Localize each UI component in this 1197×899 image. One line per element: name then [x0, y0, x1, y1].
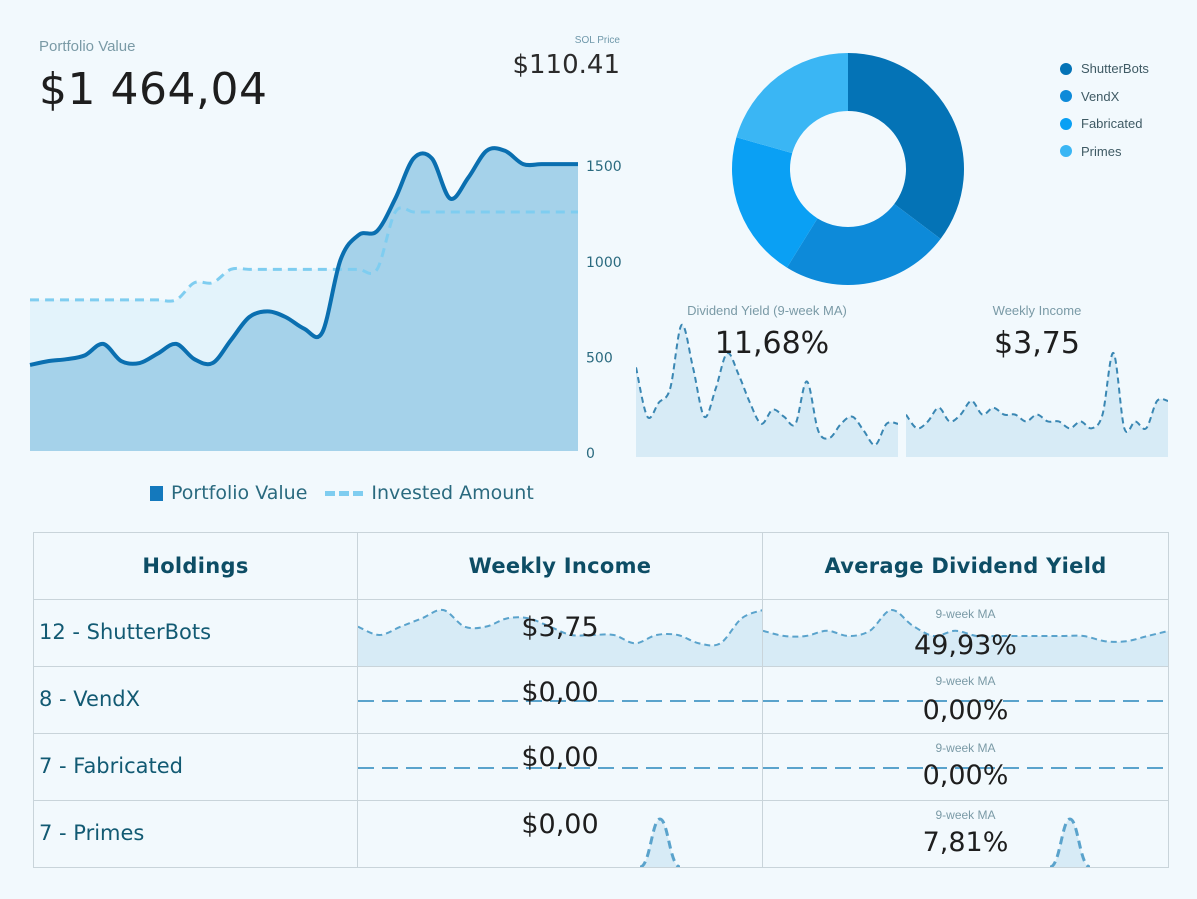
- table-row[interactable]: 7 - Fabricated $0,00 9-week MA 0,00%: [33, 733, 1169, 801]
- sparkline-line: [358, 608, 762, 647]
- holding-cell: 7 - Fabricated: [33, 733, 358, 801]
- yield-sparkline: [763, 700, 1168, 702]
- invested-amount-line: [30, 206, 578, 303]
- holding-cell: 12 - ShutterBots: [33, 599, 358, 667]
- sparkline-area: [1050, 819, 1090, 867]
- holding-name: 7 - Primes: [39, 821, 145, 845]
- sparkline-area: [636, 324, 898, 457]
- weekly-income-sparkline: [906, 351, 1168, 457]
- holding-cell: 8 - VendX: [33, 666, 358, 734]
- yield-value: 7,81%: [922, 827, 1009, 858]
- income-cell: $3,75: [357, 599, 763, 667]
- column-header-dividend-yield: Average Dividend Yield: [762, 532, 1169, 600]
- table-row[interactable]: 7 - Primes $0,00 9-week MA 7,81%: [33, 800, 1169, 868]
- ma-label: 9-week MA: [935, 741, 996, 755]
- holding-cell: 7 - Primes: [33, 800, 358, 868]
- sparkline-line: [906, 351, 1168, 434]
- donut-slice-fabricated: [732, 137, 818, 268]
- income-sparkline: [639, 817, 681, 867]
- sparkline-area: [763, 609, 1168, 666]
- yield-cell: 9-week MA 49,93%: [762, 599, 1169, 667]
- donut-legend-label: Fabricated: [1081, 116, 1143, 132]
- dividend-yield-label: Dividend Yield (9-week MA): [687, 303, 847, 318]
- table-header-row: Holdings Weekly Income Average Dividend …: [33, 532, 1169, 600]
- column-header-holdings: Holdings: [33, 532, 358, 600]
- yield-value: 49,93%: [914, 630, 1017, 661]
- yield-value: 0,00%: [922, 760, 1009, 791]
- sparkline-line: [1049, 817, 1091, 867]
- sparkline-line: [636, 323, 898, 446]
- income-sparkline: [358, 700, 762, 702]
- sparkline-line: [763, 609, 1168, 643]
- donut-legend-label: Primes: [1081, 143, 1122, 159]
- legend-invested-swatch: [325, 490, 364, 496]
- donut-legend: ShutterBots VendX Fabricated Primes: [1060, 55, 1149, 165]
- y-tick-label: 1000: [586, 255, 622, 271]
- weekly-income-value: $3,75: [994, 326, 1080, 361]
- legend-dot-icon: [1060, 117, 1072, 130]
- holding-name: 7 - Fabricated: [39, 754, 184, 778]
- yield-sparkline: [763, 609, 1168, 666]
- income-cell: $0,00: [357, 800, 763, 868]
- income-value: $0,00: [521, 677, 599, 708]
- y-tick-label: 0: [586, 446, 595, 462]
- income-value: $3,75: [521, 612, 599, 643]
- ma-label: 9-week MA: [935, 607, 996, 621]
- main-chart-legend: Portfolio Value Invested Amount: [150, 482, 534, 504]
- ma-label: 9-week MA: [935, 674, 996, 688]
- table-row[interactable]: 8 - VendX $0,00 9-week MA 0,00%: [33, 666, 1169, 734]
- column-header-weekly-income: Weekly Income: [357, 532, 763, 600]
- portfolio-chart: 0 500 1000 1500: [29, 146, 622, 462]
- sparkline-area: [906, 352, 1168, 457]
- donut-legend-item: ShutterBots: [1060, 55, 1149, 83]
- holding-name: 8 - VendX: [39, 687, 140, 711]
- donut-legend-item: Fabricated: [1060, 110, 1149, 138]
- income-value: $0,00: [521, 809, 599, 840]
- donut-legend-item: Primes: [1060, 138, 1149, 166]
- yield-cell: 9-week MA 0,00%: [762, 666, 1169, 734]
- table-row[interactable]: 12 - ShutterBots $3,75 9-week MA 49,93%: [33, 599, 1169, 667]
- portfolio-value-label: Portfolio Value: [39, 38, 136, 55]
- weekly-income-label: Weekly Income: [992, 303, 1082, 318]
- legend-invested-label: Invested Amount: [371, 482, 534, 504]
- y-tick-label: 500: [586, 350, 613, 366]
- holdings-table: Holdings Weekly Income Average Dividend …: [33, 532, 1169, 868]
- sparkline-area: [640, 819, 680, 867]
- legend-dot-icon: [1060, 62, 1072, 75]
- sol-price-value: $110.41: [512, 50, 620, 80]
- portfolio-value: $1 464,04: [39, 64, 268, 115]
- yield-sparkline: [1049, 817, 1091, 867]
- legend-portfolio-swatch: [150, 485, 163, 501]
- donut-legend-label: VendX: [1081, 88, 1120, 104]
- income-sparkline: [358, 608, 762, 666]
- income-cell: $0,00: [357, 666, 763, 734]
- donut-slice-shutterbots: [848, 53, 964, 239]
- donut-slice-vendx: [786, 203, 941, 285]
- legend-portfolio-label: Portfolio Value: [171, 482, 308, 504]
- sparkline-line: [639, 817, 681, 867]
- yield-cell: 9-week MA 7,81%: [762, 800, 1169, 868]
- legend-dot-icon: [1060, 145, 1072, 158]
- holding-name: 12 - ShutterBots: [39, 620, 212, 644]
- holdings-donut-chart: [732, 53, 964, 285]
- legend-dot-icon: [1060, 90, 1072, 103]
- income-value: $0,00: [521, 742, 599, 773]
- yield-sparkline: [763, 767, 1168, 769]
- donut-slice-primes: [736, 53, 848, 154]
- donut-legend-label: ShutterBots: [1081, 61, 1149, 77]
- dividend-yield-sparkline: [636, 323, 898, 457]
- dividend-yield-value: 11,68%: [714, 326, 830, 361]
- y-tick-label: 1500: [586, 159, 622, 175]
- ma-label: 9-week MA: [935, 808, 996, 822]
- yield-cell: 9-week MA 0,00%: [762, 733, 1169, 801]
- portfolio-area: [30, 148, 578, 451]
- portfolio-value-line: [29, 146, 578, 367]
- income-cell: $0,00: [357, 733, 763, 801]
- sol-price-label: SOL Price: [574, 35, 620, 46]
- income-sparkline: [358, 767, 762, 769]
- yield-value: 0,00%: [922, 695, 1009, 726]
- donut-legend-item: VendX: [1060, 83, 1149, 111]
